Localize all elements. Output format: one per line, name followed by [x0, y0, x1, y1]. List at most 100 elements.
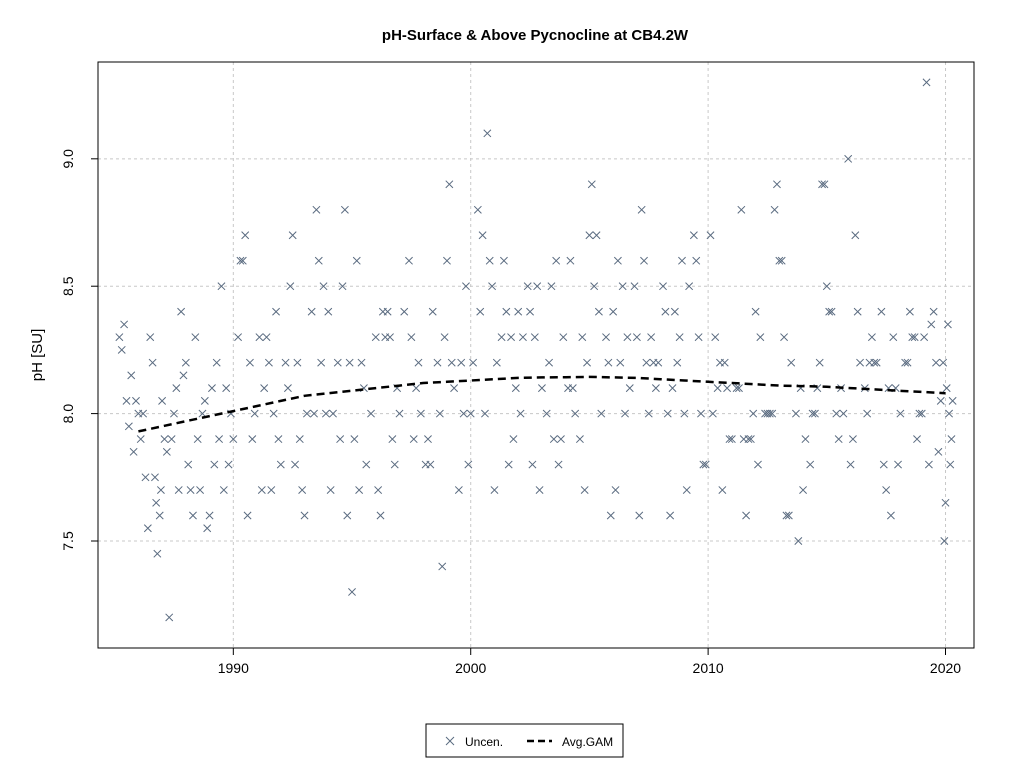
- data-point: [844, 154, 853, 163]
- data-point: [604, 358, 613, 367]
- data-point: [319, 282, 328, 291]
- data-point: [568, 384, 577, 393]
- data-point: [340, 205, 349, 214]
- scatter-points: [115, 78, 957, 622]
- data-point: [262, 333, 271, 342]
- data-point: [941, 498, 950, 507]
- data-point: [566, 256, 575, 265]
- data-point: [464, 460, 473, 469]
- data-point: [578, 333, 587, 342]
- data-point: [355, 486, 364, 494]
- data-point: [920, 333, 929, 342]
- data-point: [592, 231, 601, 240]
- data-point: [314, 256, 323, 265]
- data-point: [808, 409, 817, 418]
- data-point: [250, 409, 259, 418]
- data-point: [326, 486, 335, 494]
- y-axis-label: pH [SU]: [29, 329, 46, 382]
- data-point: [611, 486, 620, 494]
- data-point: [932, 358, 940, 367]
- gam-line-group: [138, 375, 946, 433]
- data-point: [255, 333, 264, 342]
- data-point: [737, 205, 746, 214]
- data-point: [590, 282, 599, 291]
- data-point: [516, 409, 525, 418]
- data-point: [162, 447, 171, 456]
- data-point: [820, 180, 829, 189]
- data-point: [243, 511, 252, 520]
- data-point: [556, 435, 565, 444]
- data-point: [765, 409, 774, 418]
- data-point: [732, 384, 741, 393]
- data-point: [735, 384, 743, 393]
- data-point: [616, 358, 625, 367]
- data-point: [609, 307, 618, 316]
- data-point: [293, 358, 302, 367]
- data-point: [768, 409, 777, 418]
- data-point: [215, 435, 224, 444]
- data-point: [143, 524, 152, 533]
- data-point: [602, 333, 610, 342]
- data-point: [295, 435, 304, 444]
- data-point: [238, 256, 247, 265]
- x-tick-label: 2000: [455, 660, 486, 676]
- data-point: [882, 486, 891, 494]
- data-point: [191, 333, 200, 342]
- x-tick-label: 2010: [693, 660, 724, 676]
- data-point: [395, 409, 404, 418]
- data-point: [286, 282, 295, 291]
- data-point: [160, 435, 169, 444]
- data-point: [936, 396, 945, 405]
- data-point: [896, 409, 905, 418]
- data-point: [791, 409, 800, 418]
- data-point: [288, 231, 297, 240]
- data-point: [269, 409, 278, 418]
- data-point: [685, 282, 694, 291]
- data-point: [806, 460, 815, 469]
- data-point: [229, 435, 238, 444]
- data-point: [694, 333, 703, 342]
- data-point: [412, 384, 421, 393]
- data-point: [659, 282, 667, 291]
- data-point: [438, 562, 447, 571]
- data-point: [414, 358, 423, 367]
- data-point: [673, 358, 682, 367]
- data-point: [207, 384, 216, 393]
- data-point: [867, 333, 876, 342]
- data-point: [177, 307, 186, 316]
- data-point: [181, 358, 190, 367]
- data-point: [440, 333, 449, 342]
- data-point: [210, 460, 219, 469]
- data-point: [801, 435, 810, 444]
- data-point: [459, 409, 468, 418]
- data-point: [428, 307, 437, 316]
- data-point: [300, 511, 309, 520]
- data-point: [336, 435, 345, 444]
- data-point: [478, 231, 487, 240]
- data-point: [654, 358, 663, 367]
- data-point: [174, 486, 183, 494]
- data-point: [156, 486, 165, 494]
- data-point: [447, 358, 456, 367]
- data-point: [594, 307, 603, 316]
- data-point: [179, 371, 188, 380]
- data-point: [139, 409, 148, 418]
- data-point: [870, 358, 879, 367]
- chart-title: pH-Surface & Above Pycnocline at CB4.2W: [382, 27, 689, 44]
- data-point: [509, 435, 518, 444]
- data-point: [146, 333, 155, 342]
- data-point: [426, 460, 435, 469]
- data-point: [640, 256, 648, 265]
- data-point: [799, 486, 808, 494]
- data-point: [196, 486, 205, 494]
- data-point: [483, 129, 492, 138]
- data-point: [120, 320, 129, 329]
- data-point: [317, 358, 326, 367]
- data-point: [575, 435, 584, 444]
- data-point: [877, 307, 886, 316]
- data-point: [663, 409, 672, 418]
- data-point: [117, 345, 126, 354]
- y-tick-label: 7.5: [60, 531, 76, 551]
- data-point: [947, 435, 956, 444]
